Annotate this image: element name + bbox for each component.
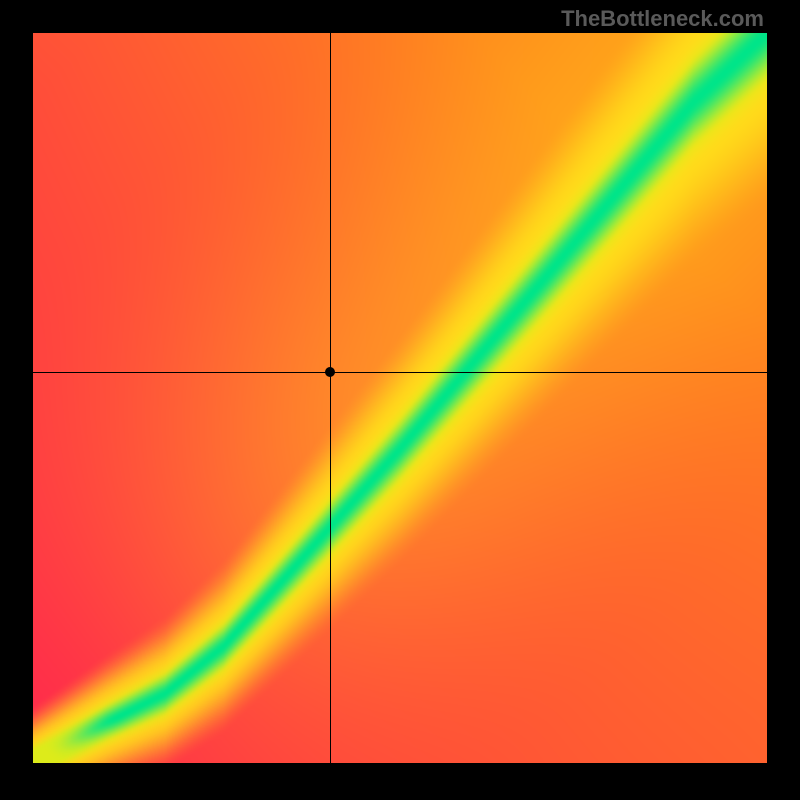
crosshair-horizontal [33,372,767,373]
crosshair-vertical [330,33,331,763]
heatmap-canvas [33,33,767,763]
watermark-text: TheBottleneck.com [561,6,764,32]
